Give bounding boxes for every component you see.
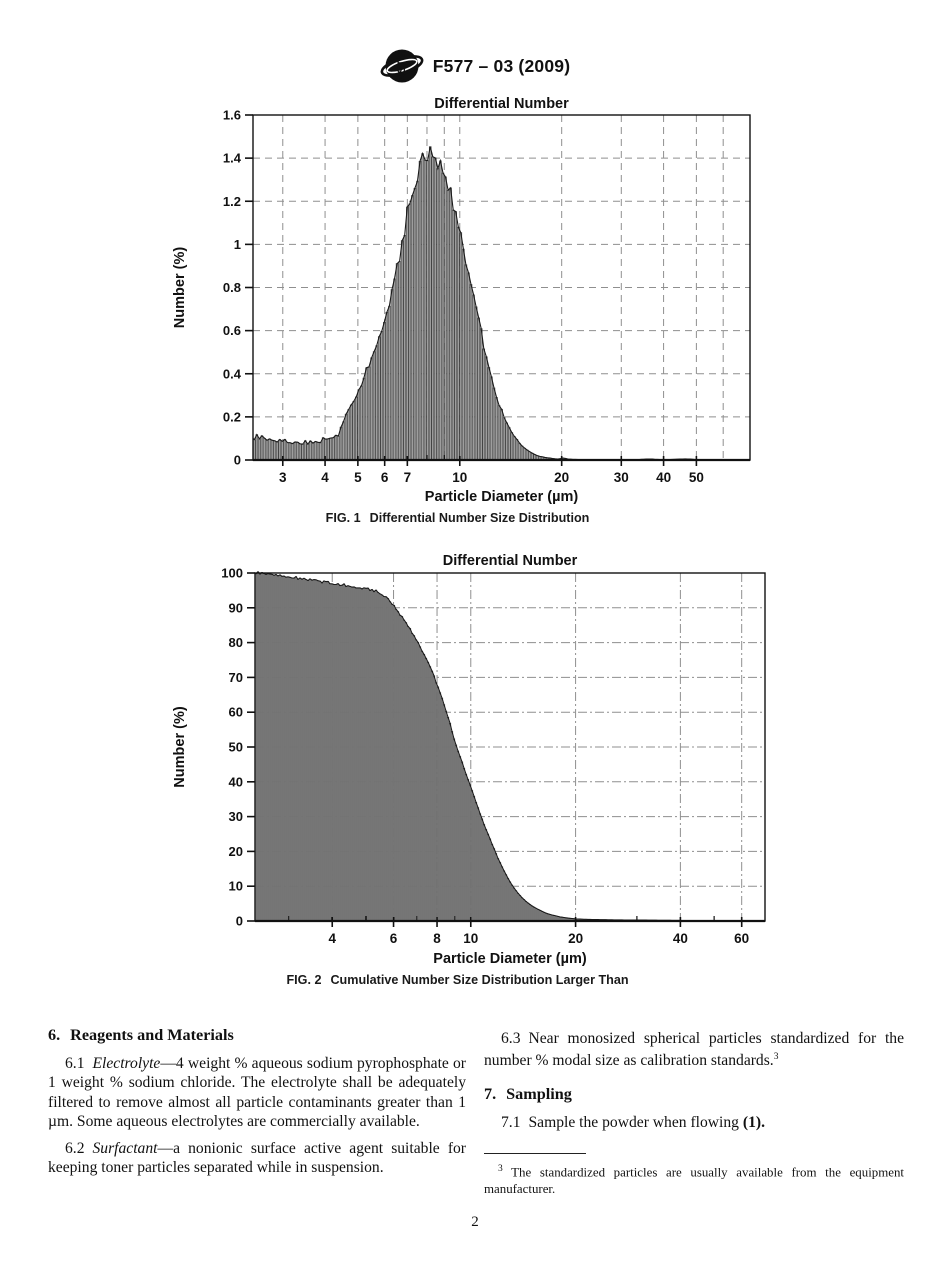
svg-text:Number (%): Number (%) [172, 247, 188, 329]
svg-text:3: 3 [279, 470, 287, 485]
svg-text:30: 30 [229, 809, 243, 824]
svg-text:8: 8 [433, 931, 441, 946]
svg-text:Number (%): Number (%) [172, 706, 188, 788]
citation-link[interactable]: 1 [748, 1114, 756, 1131]
svg-text:Differential Number: Differential Number [434, 96, 569, 112]
svg-text:6: 6 [390, 931, 398, 946]
svg-text:20: 20 [568, 931, 583, 946]
term-surfactant: Surfactant [92, 1139, 158, 1157]
page-header: ASTM F577 – 03 (2009) [0, 44, 950, 88]
svg-text:6: 6 [381, 470, 389, 485]
section-7-heading: 7. Sampling [484, 1085, 572, 1103]
svg-text:4: 4 [328, 931, 336, 946]
paragraph-6-1: 6.1 Electrolyte—4 weight % aqueous sodium… [48, 1055, 466, 1131]
svg-text:20: 20 [554, 470, 569, 485]
svg-text:ASTM: ASTM [396, 50, 408, 81]
svg-text:0: 0 [236, 914, 243, 929]
svg-text:1.6: 1.6 [223, 108, 241, 123]
right-column: 6.3 Near monosized spherical particles st… [484, 1029, 904, 1197]
section-6-heading: 6. Reagents and Materials [48, 1026, 234, 1044]
paragraph-7-1: 7.1 Sample the powder when flowing (1). [501, 1114, 765, 1131]
svg-text:100: 100 [221, 566, 243, 581]
svg-text:40: 40 [229, 774, 243, 789]
svg-text:30: 30 [614, 470, 629, 485]
svg-text:10: 10 [452, 470, 467, 485]
svg-text:80: 80 [229, 635, 243, 650]
svg-text:60: 60 [229, 705, 243, 720]
svg-text:0.4: 0.4 [223, 366, 242, 381]
figure2-cumulative-chart: 4 6 8 10 20 40 60 0 10 20 30 40 50 60 70 80 90 100 Differe… [172, 553, 766, 967]
svg-text:10: 10 [229, 879, 243, 894]
standard-code: F577 – 03 (2009) [432, 55, 571, 76]
svg-text:90: 90 [229, 600, 243, 615]
footnote-reference: 3 [773, 1052, 779, 1063]
figure1-caption-text: Differential Number Size Distribution [369, 511, 590, 525]
footnote-3: 3 The standardized particles are usually… [484, 1164, 904, 1196]
svg-text:40: 40 [656, 470, 671, 485]
paragraph-6-2: 6.2 Surfactant—a nonionic surface active … [48, 1139, 466, 1177]
svg-text:10: 10 [463, 931, 478, 946]
svg-text:0.6: 0.6 [223, 323, 241, 338]
svg-text:0.8: 0.8 [223, 280, 241, 295]
footnote-divider [484, 1153, 586, 1155]
figure2-caption: FIG. 2 Cumulative Number Size Distributio… [135, 973, 780, 987]
svg-text:0: 0 [234, 453, 241, 468]
term-electrolyte: Electrolyte [92, 1055, 161, 1072]
figure2-caption-label: FIG. 2 [286, 973, 322, 987]
svg-text:60: 60 [734, 931, 749, 946]
svg-text:1.4: 1.4 [223, 151, 242, 166]
figure1-caption: FIG. 1 Differential Number Size Distribut… [150, 511, 765, 525]
svg-text:70: 70 [229, 670, 243, 685]
svg-text:20: 20 [229, 844, 243, 859]
svg-text:1.2: 1.2 [223, 194, 241, 209]
footnote-marker: 3 [498, 1164, 503, 1175]
astm-logo-icon: ASTM [380, 49, 424, 83]
left-column: 6. Reagents and Materials 6.1 Electrolyte—… [48, 1026, 466, 1184]
svg-text:0.2: 0.2 [223, 409, 241, 424]
figure2-caption-text: Cumulative Number Size Distribution Larg… [330, 973, 629, 987]
svg-text:50: 50 [229, 740, 243, 755]
svg-text:4: 4 [321, 470, 329, 485]
svg-text:Differential Number: Differential Number [443, 553, 578, 569]
svg-text:Particle Diameter (µm): Particle Diameter (µm) [425, 489, 579, 505]
figure1-differential-chart: 3 4 5 6 7 10 20 30 40 50 0 0.2 0.4 0.6 0.8 1 1.2 1.4 1.6 Di… [172, 96, 751, 505]
svg-text:50: 50 [689, 470, 704, 485]
page-number: 2 [471, 1214, 479, 1230]
svg-text:Particle Diameter (µm): Particle Diameter (µm) [433, 951, 587, 967]
figure1-caption-label: FIG. 1 [325, 511, 361, 525]
svg-text:7: 7 [404, 470, 412, 485]
paragraph-6-3: 6.3 Near monosized spherical particles st… [484, 1030, 904, 1070]
svg-text:5: 5 [354, 470, 362, 485]
svg-text:1: 1 [234, 237, 241, 252]
svg-text:40: 40 [673, 931, 688, 946]
